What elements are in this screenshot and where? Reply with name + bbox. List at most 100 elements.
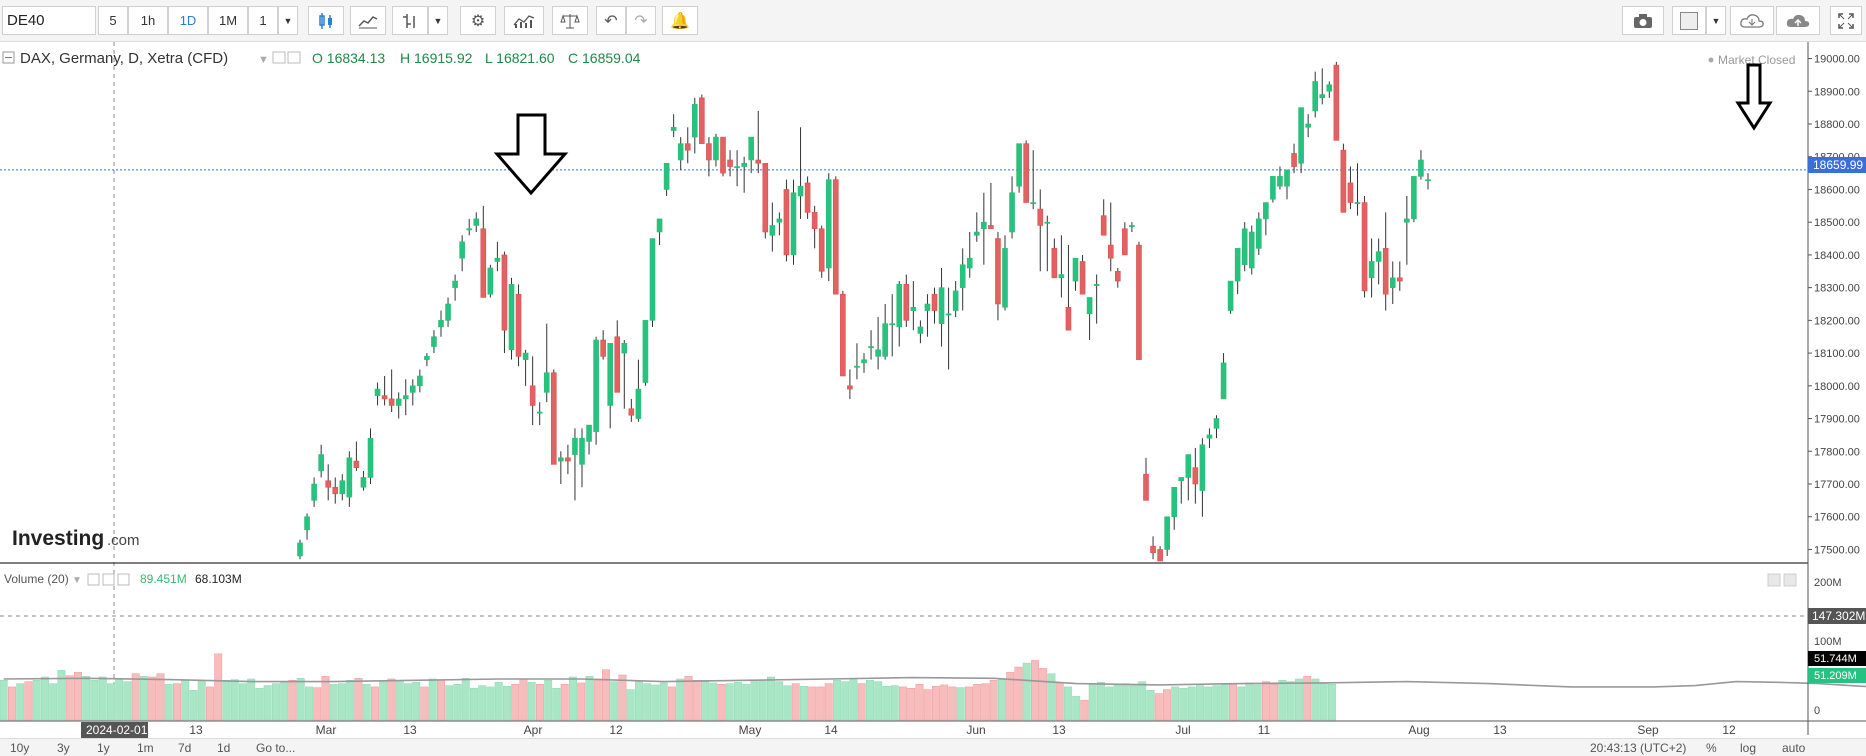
interval-1m-button[interactable]: 1M <box>208 6 248 35</box>
collapse-icon[interactable] <box>2 51 15 64</box>
redo-button[interactable]: ↷ <box>626 6 656 35</box>
color-dropdown[interactable]: ▼ <box>1706 6 1726 35</box>
volume-bar <box>1278 680 1287 721</box>
candle-body <box>381 395 388 400</box>
volume-bar <box>907 687 916 721</box>
volume-toggle-icon[interactable] <box>102 573 115 586</box>
volume-bar <box>338 683 346 721</box>
price-tick-label: 18000.00 <box>1814 381 1860 393</box>
cloud-save-button[interactable] <box>1776 6 1820 35</box>
volume-bar <box>148 676 157 721</box>
chart-type-dropdown[interactable]: ▼ <box>428 6 448 35</box>
goto-button[interactable]: Go to... <box>256 741 296 755</box>
candle <box>409 379 416 406</box>
candle-body <box>861 359 867 364</box>
interval-multiplier-input[interactable]: 1 <box>248 6 278 35</box>
area-style-button[interactable] <box>350 6 386 35</box>
candle-body <box>1002 248 1008 308</box>
candle-body <box>565 457 571 462</box>
symbol-input[interactable] <box>2 6 96 35</box>
candle <box>1220 353 1227 400</box>
percent-toggle[interactable]: % <box>1706 741 1717 755</box>
volume-bar <box>965 686 973 721</box>
candle-body <box>988 225 994 230</box>
candle-body <box>1312 81 1318 112</box>
fullscreen-button[interactable] <box>1830 6 1862 35</box>
interval-1d-button[interactable]: 1D <box>168 6 208 35</box>
auto-scale-toggle[interactable]: auto <box>1782 741 1806 755</box>
log-toggle[interactable]: log <box>1740 741 1757 755</box>
candle-body <box>1418 159 1424 177</box>
time-tick-label: 13 <box>1052 723 1066 737</box>
range-3y[interactable]: 3y <box>57 741 70 755</box>
volume-dropdown-icon[interactable]: ▼ <box>72 575 82 586</box>
volume-settings-icon[interactable] <box>87 573 100 586</box>
volume-bar <box>445 685 454 721</box>
volume-bar <box>1088 684 1097 721</box>
volume-bar <box>24 681 33 721</box>
screenshot-button[interactable] <box>1622 6 1664 35</box>
multiplier-dropdown[interactable]: ▼ <box>278 6 298 35</box>
volume-bar <box>857 683 866 721</box>
interval-5-button[interactable]: 5 <box>98 6 128 35</box>
candle-body <box>1051 248 1058 279</box>
range-1d[interactable]: 1d <box>217 741 231 755</box>
candle-body <box>529 385 536 406</box>
pane-maximize-icon[interactable] <box>1783 573 1797 587</box>
legend-settings-icon[interactable] <box>272 51 286 64</box>
current-price-value: 18659.99 <box>1813 158 1863 172</box>
candle-body <box>558 457 564 462</box>
candle <box>741 156 747 193</box>
cloud-load-button[interactable] <box>1730 6 1774 35</box>
volume-bar <box>989 680 998 721</box>
legend-toggle-icon[interactable] <box>287 51 301 64</box>
candle <box>1115 268 1121 288</box>
candle <box>903 274 910 327</box>
candle-body <box>727 159 733 167</box>
volume-bar <box>973 684 982 721</box>
candle-body <box>1319 94 1326 99</box>
volume-bar <box>98 676 107 721</box>
volume-bar <box>412 682 421 721</box>
candle-body <box>783 189 790 256</box>
volume-bar <box>263 685 272 721</box>
compare-button[interactable] <box>552 6 588 35</box>
volume-bar <box>1204 686 1213 721</box>
candle-body <box>840 293 846 377</box>
pane-up-icon[interactable] <box>1767 573 1781 587</box>
price-tick-label: 17700.00 <box>1814 479 1860 491</box>
undo-button[interactable]: ↶ <box>596 6 626 35</box>
candle-body <box>1425 179 1431 182</box>
volume-bar <box>659 682 668 721</box>
candles-style-button[interactable] <box>308 6 344 35</box>
candle-body <box>1072 257 1079 282</box>
volume-bar <box>1064 686 1072 721</box>
price-chart[interactable]: DAX, Germany, D, Xetra (CFD) ▼ O 16834.1… <box>0 42 1866 738</box>
range-1m[interactable]: 1m <box>137 741 154 755</box>
interval-1h-button[interactable]: 1h <box>128 6 168 35</box>
range-7d[interactable]: 7d <box>178 741 192 755</box>
volume-bar <box>1121 683 1130 721</box>
bars-style-button[interactable] <box>392 6 428 35</box>
ohlc-open: O 16834.13 <box>312 50 385 66</box>
candle <box>395 392 402 419</box>
candle-body <box>1263 202 1269 220</box>
candle-body <box>1199 444 1206 491</box>
legend-dropdown-icon[interactable]: ▼ <box>258 54 269 66</box>
annotation-arrow-april <box>493 113 569 196</box>
volume-bar <box>1311 678 1320 721</box>
range-1y[interactable]: 1y <box>97 741 110 755</box>
volume-bar <box>1303 676 1312 721</box>
volume-close-icon[interactable] <box>117 573 130 586</box>
candle-body <box>642 320 649 383</box>
candle <box>1241 222 1248 272</box>
settings-button[interactable]: ⚙ <box>460 6 496 35</box>
candle <box>452 274 458 301</box>
candle <box>818 225 825 278</box>
volume-bar <box>461 678 470 721</box>
candle <box>1171 486 1177 530</box>
range-10y[interactable]: 10y <box>10 741 30 755</box>
color-picker-button[interactable] <box>1672 6 1706 35</box>
indicators-button[interactable] <box>504 6 544 35</box>
alert-button[interactable]: 🔔 <box>662 6 698 35</box>
